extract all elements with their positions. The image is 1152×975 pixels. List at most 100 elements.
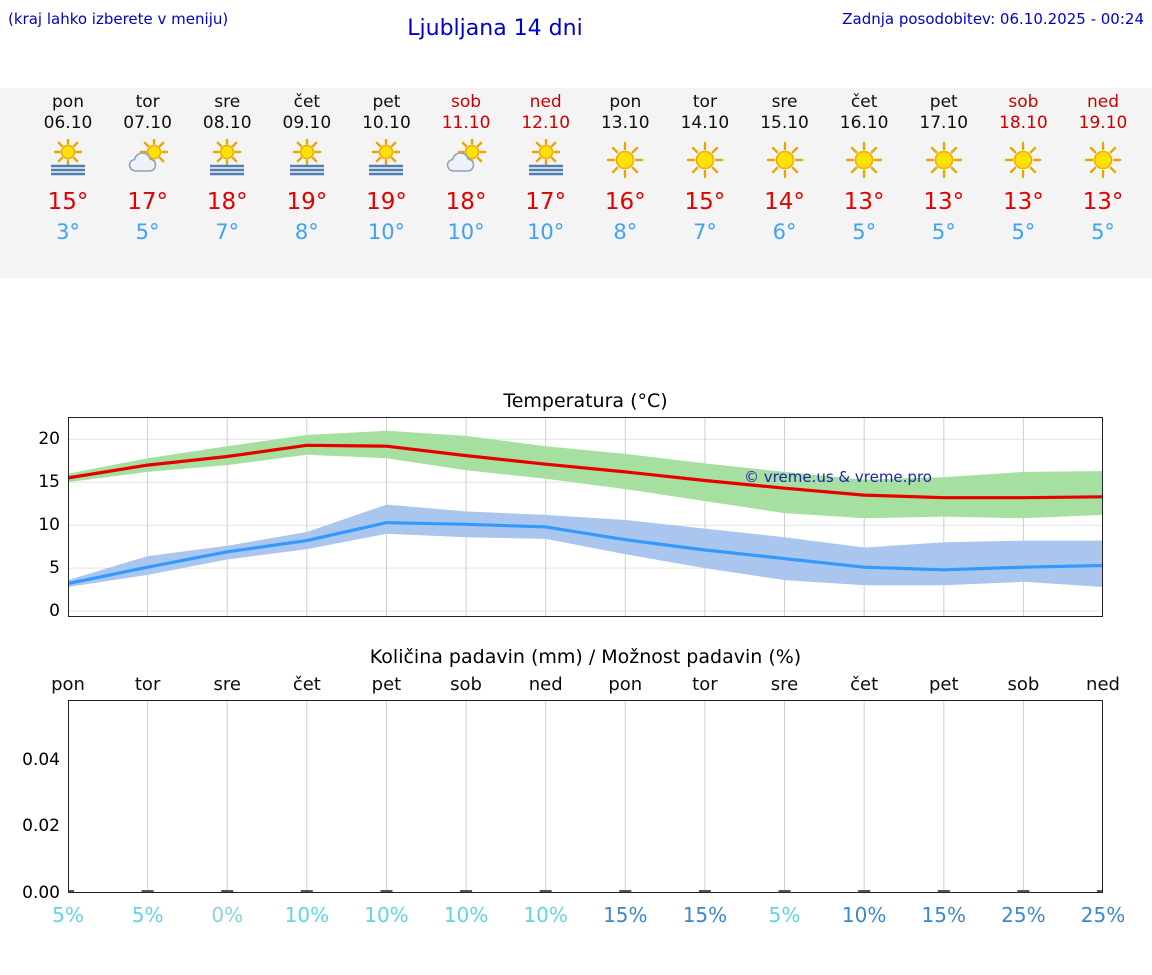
forecast-day-column[interactable]: tor 07.10 17° 5° xyxy=(107,92,189,244)
precip-day-label: sob xyxy=(1007,674,1040,695)
forecast-day-column[interactable]: tor 14.10 15° 7° xyxy=(664,92,746,244)
forecast-day-name: sre xyxy=(771,92,798,112)
forecast-day-name: ned xyxy=(1086,92,1120,112)
sun-icon xyxy=(762,139,808,181)
forecast-high-temp: 19° xyxy=(366,189,407,215)
y-axis-tick-label: 0.04 xyxy=(22,749,60,770)
partly-cloudy-icon xyxy=(125,139,171,181)
forecast-high-temp: 14° xyxy=(764,189,805,215)
forecast-high-temp: 13° xyxy=(923,189,965,215)
precip-percent-label: 10% xyxy=(443,903,489,927)
forecast-high-temp: 17° xyxy=(127,189,168,215)
forecast-day-date: 09.10 xyxy=(282,113,332,133)
forecast-day-column[interactable]: sob 11.10 18° 10° xyxy=(425,92,507,244)
temperature-chart-svg xyxy=(68,417,1103,617)
precip-percent-label: 15% xyxy=(921,903,966,927)
forecast-day-column[interactable]: sob 18.10 13° 5° xyxy=(982,92,1064,244)
forecast-day-name: čet xyxy=(293,92,321,112)
forecast-day-date: 16.10 xyxy=(839,113,889,133)
sun-fog-icon xyxy=(204,139,250,181)
forecast-high-temp: 15° xyxy=(684,189,726,215)
precip-day-label-row: pon tor sre čet pet sob ned pon tor sre čet pet sob n… xyxy=(51,674,1120,698)
forecast-high-temp: 19° xyxy=(286,189,328,215)
sun-icon xyxy=(602,139,648,181)
forecast-low-temp: 10° xyxy=(447,220,485,244)
precip-percent-label: 25% xyxy=(1080,903,1126,927)
forecast-day-date: 18.10 xyxy=(999,113,1048,133)
forecast-day-column[interactable]: pet 17.10 13° 5° xyxy=(903,92,985,244)
forecast-low-temp: 7° xyxy=(215,220,240,244)
precip-day-label: čet xyxy=(292,674,321,695)
y-axis-tick-label: 0 xyxy=(49,600,60,621)
forecast-low-temp: 5° xyxy=(852,220,877,244)
forecast-day-column[interactable]: pon 13.10 16° 8° xyxy=(584,92,666,244)
forecast-high-temp: 16° xyxy=(604,189,646,215)
vreme-watermark-link[interactable]: © vreme.us & vreme.pro xyxy=(744,468,932,486)
precip-day-label: pet xyxy=(371,674,402,695)
forecast-day-column[interactable]: sre 15.10 14° 6° xyxy=(744,92,826,244)
sun-icon xyxy=(921,139,967,181)
sun-fog-icon xyxy=(363,139,409,181)
forecast-high-temp: 13° xyxy=(1082,189,1124,215)
y-axis-tick-label: 10 xyxy=(38,515,60,536)
precip-percent-label: 15% xyxy=(682,903,728,927)
forecast-low-temp: 3° xyxy=(56,220,80,244)
forecast-day-date: 07.10 xyxy=(123,113,172,133)
forecast-low-temp: 8° xyxy=(294,220,319,244)
forecast-low-temp: 5° xyxy=(931,220,956,244)
sun-fog-icon xyxy=(523,139,569,181)
temperature-chart-title: Temperatura (°C) xyxy=(503,390,668,412)
precip-day-label: tor xyxy=(134,674,161,695)
precip-day-label: sre xyxy=(770,674,799,695)
forecast-day-name: sob xyxy=(1008,92,1039,112)
sun-fog-icon xyxy=(45,139,91,181)
forecast-day-date: 17.10 xyxy=(919,113,969,133)
precip-percent-label: 5% xyxy=(52,903,84,927)
forecast-high-temp: 17° xyxy=(525,189,567,215)
forecast-day-column[interactable]: sre 08.10 18° 7° xyxy=(186,92,268,244)
page-title: Ljubljana 14 dni xyxy=(407,16,583,41)
forecast-day-column[interactable]: ned 19.10 13° 5° xyxy=(1062,92,1144,244)
forecast-day-name: tor xyxy=(135,92,160,112)
forecast-day-name: tor xyxy=(692,92,717,112)
forecast-day-column[interactable]: pet 10.10 19° 10° xyxy=(345,92,427,244)
forecast-low-temp: 6° xyxy=(772,220,797,244)
precip-percent-label: 15% xyxy=(603,903,648,927)
forecast-day-date: 08.10 xyxy=(202,113,252,133)
forecast-day-name: sob xyxy=(451,92,482,112)
forecast-high-temp: 13° xyxy=(843,189,885,215)
y-axis-tick-label: 20 xyxy=(38,429,60,450)
forecast-day-column[interactable]: čet 09.10 19° 8° xyxy=(266,92,348,244)
forecast-high-temp: 18° xyxy=(445,189,487,215)
precip-percent-label: 10% xyxy=(841,903,887,927)
forecast-day-date: 19.10 xyxy=(1078,113,1128,133)
forecast-day-name: pon xyxy=(52,92,84,112)
forecast-high-temp: 18° xyxy=(206,189,248,215)
forecast-low-temp: 10° xyxy=(527,220,565,244)
forecast-low-temp: 7° xyxy=(692,220,717,244)
last-updated: Zadnja posodobitev: 06.10.2025 - 00:24 xyxy=(842,10,1144,28)
forecast-low-temp: 8° xyxy=(613,220,638,244)
precip-day-label: pon xyxy=(608,674,643,695)
sun-icon xyxy=(682,139,728,181)
forecast-day-column[interactable]: ned 12.10 17° 10° xyxy=(505,92,587,244)
y-axis-tick-label: 0.02 xyxy=(22,816,60,837)
forecast-day-column[interactable]: čet 16.10 13° 5° xyxy=(823,92,905,244)
precip-percent-label: 5% xyxy=(131,903,164,927)
precip-day-label: ned xyxy=(1086,674,1120,695)
forecast-day-date: 14.10 xyxy=(680,113,730,133)
forecast-day-date: 10.10 xyxy=(362,113,411,133)
sun-fog-icon xyxy=(284,139,330,181)
sun-icon xyxy=(841,139,887,181)
forecast-day-name: ned xyxy=(529,92,562,112)
precipitation-chart-title: Količina padavin (mm) / Možnost padavin … xyxy=(369,646,802,668)
precip-percent-row: 5% 5% 0% 10% 10% 10% 10% 15% 15% 5% 10% 15% 25% 25% xyxy=(52,903,1125,927)
forecast-day-date: 06.10 xyxy=(43,113,93,133)
precip-day-label: ned xyxy=(528,674,563,695)
forecast-day-column[interactable]: pon 06.10 15° 3° xyxy=(27,92,109,244)
forecast-day-date: 15.10 xyxy=(760,113,809,133)
forecast-day-name: pet xyxy=(372,92,401,112)
precip-day-label: čet xyxy=(850,674,879,695)
forecast-low-temp: 10° xyxy=(367,220,406,244)
precip-day-label: pon xyxy=(51,674,85,695)
